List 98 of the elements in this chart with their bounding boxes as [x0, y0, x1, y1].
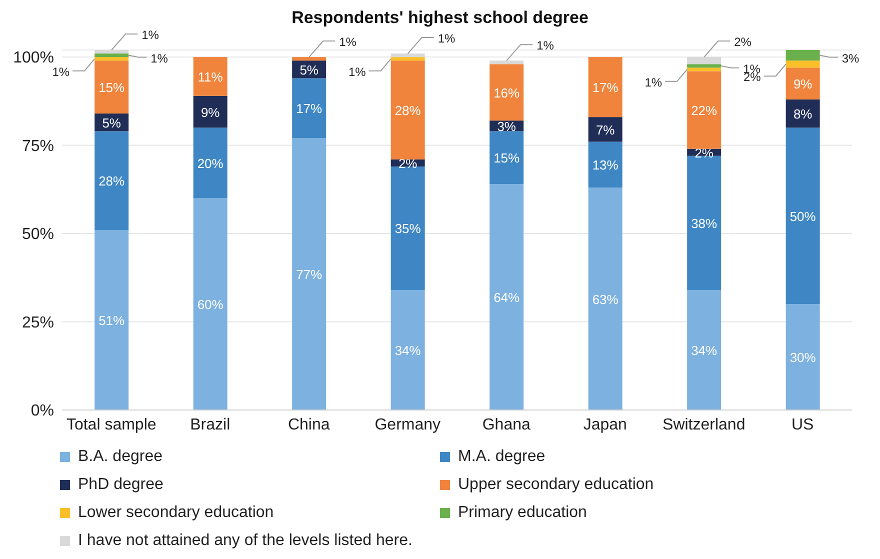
bar	[687, 290, 722, 410]
data-label: 3%	[842, 51, 860, 66]
legend-label: Primary education	[458, 504, 587, 522]
data-label: 1%	[142, 28, 160, 42]
bar	[292, 57, 326, 61]
data-label: 3%	[497, 118, 516, 134]
bar	[94, 60, 129, 114]
bar	[786, 50, 820, 61]
bar	[588, 142, 622, 188]
data-label: 9%	[793, 76, 813, 92]
bar	[193, 198, 228, 410]
data-label: 51%	[98, 313, 126, 328]
bar	[390, 57, 425, 61]
data-label: 11%	[198, 69, 224, 84]
data-label: 2%	[734, 35, 752, 50]
x-tick-label: US	[792, 416, 814, 434]
bar	[94, 131, 129, 230]
bar	[490, 131, 524, 184]
bar	[390, 60, 425, 160]
data-label: 28%	[394, 103, 422, 118]
data-label: 77%	[296, 267, 323, 282]
data-label: 1%	[644, 75, 662, 90]
bar	[193, 96, 228, 128]
data-label: 17%	[296, 101, 323, 116]
bar	[687, 57, 722, 64]
bar	[292, 138, 326, 410]
bar	[390, 54, 425, 58]
bar	[490, 184, 524, 410]
bar	[588, 117, 622, 142]
data-label: 1%	[536, 38, 554, 53]
x-tick-label: Total sample	[66, 416, 156, 434]
data-label: 34%	[394, 343, 422, 358]
data-label: 35%	[394, 221, 422, 236]
data-label: 1%	[348, 64, 366, 79]
x-tick-label: Japan	[583, 416, 627, 434]
bar	[687, 64, 722, 68]
legend-label: PhD degree	[78, 476, 164, 494]
bar	[94, 57, 129, 61]
y-tick-label: 50%	[22, 226, 54, 244]
x-tick-label: Ghana	[482, 416, 530, 434]
legend-label: Lower secondary education	[78, 504, 274, 522]
data-label: 16%	[494, 85, 520, 100]
bar	[588, 57, 622, 118]
data-label: 30%	[790, 350, 816, 366]
bar	[786, 304, 820, 410]
bar	[490, 64, 524, 121]
x-tick-label: Brazil	[190, 416, 230, 434]
data-label: 63%	[592, 292, 619, 307]
data-label: 50%	[790, 208, 816, 224]
bar	[193, 128, 228, 198]
x-tick-label: Germany	[374, 416, 441, 434]
bar	[193, 57, 228, 96]
data-label: 20%	[197, 156, 224, 171]
data-label: 1%	[339, 35, 357, 50]
data-label: 60%	[197, 297, 224, 312]
legend-label: Upper secondary education	[458, 476, 654, 494]
data-label: 15%	[98, 80, 126, 96]
data-label: 5%	[102, 115, 122, 130]
y-tick-label: 75%	[22, 138, 54, 155]
data-label: 2%	[398, 156, 418, 171]
bar	[687, 156, 722, 290]
data-label: 64%	[494, 290, 520, 306]
data-label: 34%	[691, 343, 718, 358]
bar	[94, 50, 129, 54]
bar	[390, 290, 425, 410]
bar	[588, 188, 622, 410]
bar	[490, 60, 524, 64]
legend-label: M.A. degree	[458, 448, 546, 466]
data-label: 22%	[691, 103, 718, 118]
bar	[687, 71, 722, 149]
x-tick-label: Switzerland	[662, 416, 746, 434]
bar	[94, 230, 129, 410]
data-label: 1%	[438, 32, 456, 46]
legend-label: B.A. degree	[78, 448, 162, 466]
legend-label: I have not attained any of the levels listed here.	[78, 532, 412, 550]
bar	[687, 68, 722, 72]
data-label: 38%	[691, 216, 718, 231]
data-label: 8%	[793, 106, 813, 122]
data-label: 5%	[300, 62, 319, 78]
bar	[786, 60, 820, 68]
bar	[786, 128, 820, 304]
y-tick-label: 100%	[13, 50, 54, 67]
bar	[786, 68, 820, 100]
data-label: 17%	[592, 80, 619, 96]
data-label: 2%	[694, 145, 714, 160]
x-tick-label: China	[288, 416, 330, 434]
y-tick-label: 25%	[22, 314, 54, 332]
bar	[94, 54, 129, 58]
data-label: 15%	[494, 150, 520, 166]
data-label: 9%	[200, 104, 220, 120]
data-label: 28%	[98, 174, 126, 189]
bar	[292, 78, 326, 138]
chart-title: Respondents' highest school degree	[290, 8, 590, 28]
y-tick-label: 0%	[30, 402, 54, 420]
data-label: 13%	[592, 158, 619, 173]
data-label: 1%	[150, 51, 168, 66]
data-label: 7%	[596, 122, 616, 138]
data-label: 1%	[52, 64, 70, 79]
